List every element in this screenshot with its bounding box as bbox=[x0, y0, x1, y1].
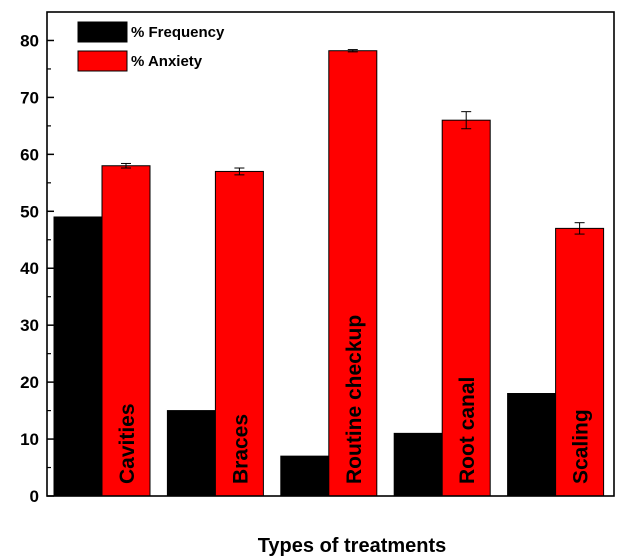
frequency-bar bbox=[53, 216, 103, 497]
legend-swatch bbox=[77, 21, 128, 43]
category-label: Scaling bbox=[570, 409, 593, 484]
x-axis-title: Types of treatments bbox=[258, 535, 447, 557]
y-tick-label: 60 bbox=[20, 145, 39, 164]
y-tick-label: 80 bbox=[20, 31, 39, 50]
y-tick-label: 40 bbox=[20, 259, 39, 278]
plot-area: 0 10 20 30 40 50 60 70 80 Cavities Braces Routine c… bbox=[20, 11, 615, 506]
legend-swatch bbox=[77, 50, 128, 72]
category-label: Root canal bbox=[456, 377, 479, 484]
legend-label: % Frequency bbox=[131, 24, 225, 41]
frequency-bar bbox=[507, 393, 557, 497]
y-tick-label: 30 bbox=[20, 316, 39, 335]
frequency-bar bbox=[166, 410, 216, 497]
anxiety-bar bbox=[441, 119, 491, 497]
y-tick-label: 10 bbox=[20, 430, 39, 449]
frequency-bar bbox=[280, 455, 330, 497]
legend-label: % Anxiety bbox=[131, 53, 203, 70]
anxiety-bar bbox=[214, 170, 264, 497]
y-tick-label: 50 bbox=[20, 202, 39, 221]
category-label: Cavities bbox=[116, 403, 139, 484]
y-tick-label: 70 bbox=[20, 88, 39, 107]
y-tick-label: 0 bbox=[30, 487, 39, 506]
category-label: Braces bbox=[229, 414, 252, 484]
frequency-bar bbox=[393, 432, 443, 497]
plot-frame bbox=[46, 11, 615, 497]
anxiety-bar bbox=[328, 50, 378, 497]
category-label: Routine checkup bbox=[343, 315, 366, 484]
y-tick-label: 20 bbox=[20, 373, 39, 392]
anxiety-bar bbox=[101, 165, 151, 497]
